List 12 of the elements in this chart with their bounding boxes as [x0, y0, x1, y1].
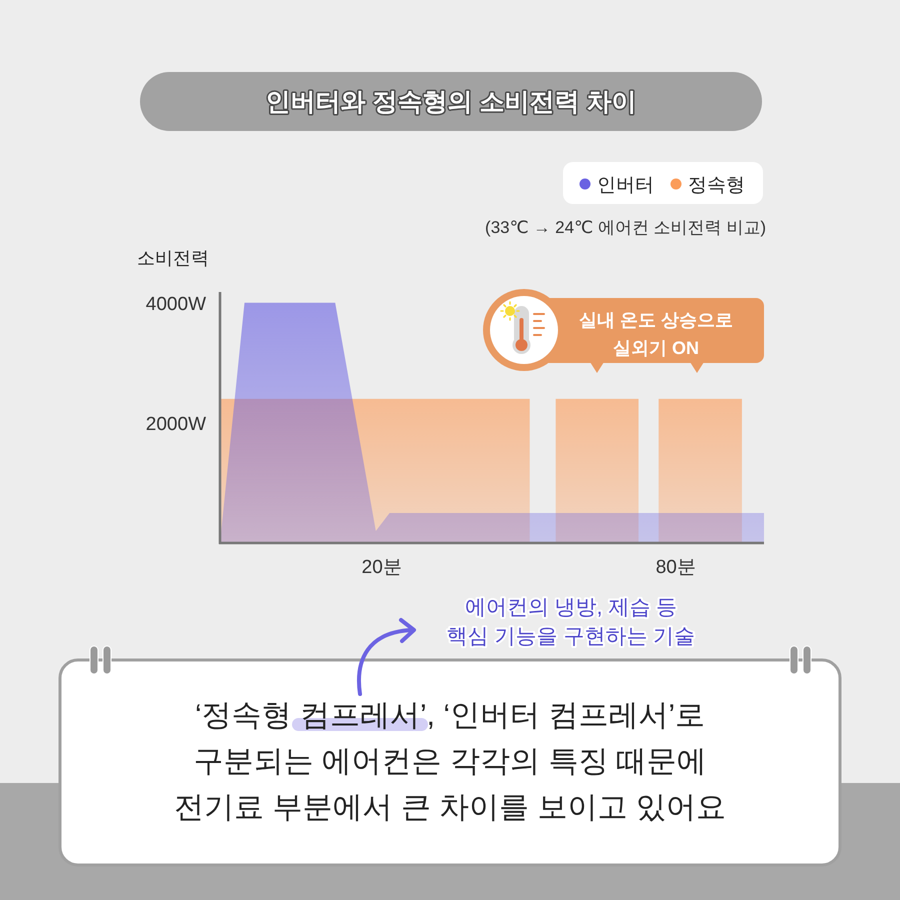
annotation: 실내 온도 상승으로 실외기 ON	[578, 310, 734, 358]
chart-title: 인버터와 정속형의 소비전력 차이	[266, 88, 636, 116]
x-tick-label: 80분	[656, 557, 696, 578]
y-axis-title: 소비전력	[137, 248, 209, 268]
text: ‘정속형 컴프레서’, ‘인버터 컴프레서’로 구분되는 에어컨은 각각의 특징 때문에 전기료 부분에서 큰 차이를 보이고 있어요	[174, 699, 726, 824]
x-tick-label: 20분	[362, 557, 402, 578]
chart-subtitle: (33℃ → 24℃ 에어컨 소비전력 비교)	[485, 218, 766, 237]
text: 에어컨의 냉방, 제습 등 핵심 기능을 구현하는 기술	[446, 596, 696, 648]
legend-label: 정속형	[688, 175, 745, 196]
y-tick-label: 2000W	[146, 414, 206, 435]
y-tick-label: 4000W	[146, 294, 206, 315]
legend-label: 인버터	[597, 175, 654, 196]
